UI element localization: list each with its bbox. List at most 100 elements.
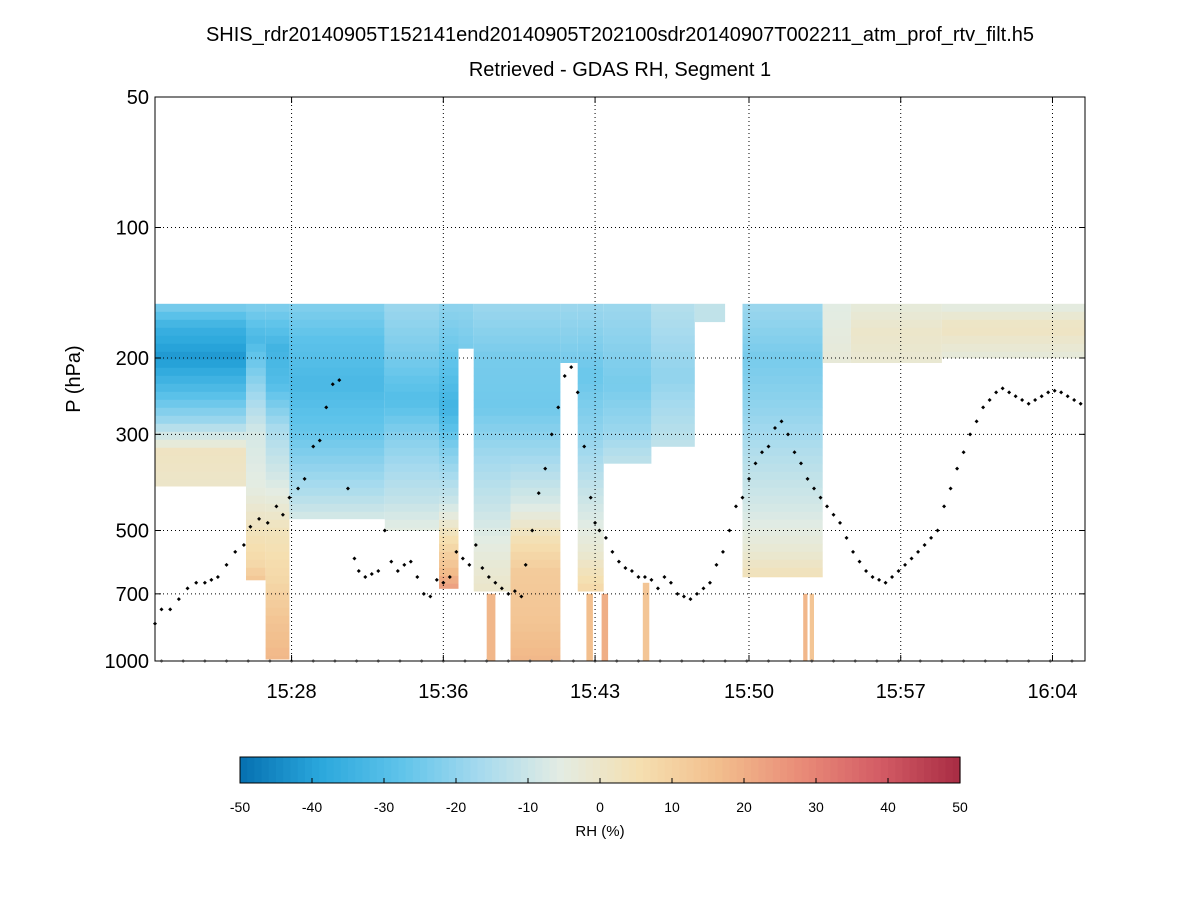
marker-point <box>799 461 804 466</box>
heatmap-cell <box>560 351 578 361</box>
heatmap-spike <box>601 593 609 661</box>
heatmap-cell <box>510 631 561 641</box>
marker-point <box>890 574 895 579</box>
heatmap-cell <box>651 343 695 353</box>
heatmap-cell <box>560 343 578 353</box>
marker-point <box>176 597 181 602</box>
heatmap-cell <box>265 551 290 561</box>
heatmap-cell <box>246 407 266 417</box>
heatmap-cell <box>651 399 695 409</box>
heatmap-cell <box>694 303 726 313</box>
marker-point <box>493 580 498 585</box>
heatmap-cell <box>850 343 942 353</box>
marker-point <box>896 569 901 574</box>
marker-point <box>428 594 433 599</box>
colorbar-swatch <box>780 757 788 783</box>
heatmap-cell <box>439 535 459 545</box>
colorbar-swatch <box>499 757 507 783</box>
marker-point <box>720 549 725 554</box>
marker-point <box>593 520 598 525</box>
heatmap-cell <box>651 375 695 385</box>
colorbar-swatch <box>528 757 536 783</box>
marker-point <box>1059 390 1064 395</box>
colorbar-swatch <box>398 757 407 783</box>
heatmap-cell <box>651 439 695 447</box>
marker-point <box>753 461 758 466</box>
heatmap-cell <box>384 439 439 449</box>
colorbar-swatch <box>376 757 385 783</box>
heatmap-cell <box>742 503 823 513</box>
heatmap-spike <box>803 593 808 661</box>
heatmap-cell <box>384 503 439 513</box>
heatmap-cell <box>510 511 561 521</box>
colorbar-swatch <box>945 757 954 783</box>
heatmap-cell <box>473 311 511 321</box>
heatmap-cell <box>510 423 561 433</box>
heatmap-cell <box>510 375 561 385</box>
marker-point <box>838 520 843 525</box>
heatmap-cell <box>439 463 459 473</box>
heatmap-cell <box>473 575 511 585</box>
heatmap-cell <box>246 415 266 425</box>
heatmap-cell <box>577 319 604 329</box>
heatmap-cell <box>384 519 439 529</box>
heatmap-cell <box>577 551 604 561</box>
marker-point <box>662 574 667 579</box>
y-tick-label: 300 <box>116 424 149 446</box>
heatmap-cell <box>742 511 823 521</box>
colorbar-swatch <box>607 757 615 783</box>
heatmap-cell <box>822 343 851 353</box>
heatmap-cell <box>577 391 604 401</box>
heatmap-cell <box>473 319 511 329</box>
heatmap-cell <box>246 567 266 577</box>
heatmap-cell <box>289 495 385 505</box>
heatmap-cell <box>384 431 439 441</box>
heatmap-cell <box>742 559 823 569</box>
heatmap-cell <box>473 359 511 369</box>
heatmap-cell <box>265 615 290 625</box>
heatmap-cell <box>265 647 290 657</box>
marker-point <box>740 495 745 500</box>
heatmap-cell <box>577 511 604 521</box>
heatmap-cell <box>742 535 823 545</box>
heatmap-cell <box>246 471 266 481</box>
heatmap-cell <box>473 351 511 361</box>
colorbar-swatch <box>808 757 817 783</box>
marker-point <box>805 476 810 481</box>
marker-point <box>864 569 869 574</box>
marker-point <box>265 520 270 525</box>
heatmap-cell <box>742 399 823 409</box>
heatmap-cell <box>577 303 604 313</box>
heatmap-cell <box>289 439 385 449</box>
heatmap-cell <box>651 407 695 417</box>
heatmap-cell <box>742 367 823 377</box>
colorbar-swatch <box>261 757 270 783</box>
heatmap-cell <box>265 575 290 585</box>
marker-point <box>727 528 732 533</box>
marker-point <box>402 562 407 567</box>
heatmap-cell <box>577 583 604 592</box>
marker-point <box>582 444 587 449</box>
heatmap-cell <box>651 327 695 337</box>
marker-point <box>1013 394 1018 399</box>
heatmap-cell <box>560 335 578 345</box>
heatmap-cell <box>265 359 290 369</box>
heatmap-cell <box>473 399 511 409</box>
marker-point <box>202 580 207 585</box>
heatmap-cell <box>155 375 246 385</box>
colorbar-swatch <box>679 757 687 783</box>
heatmap-spike <box>486 593 496 661</box>
heatmap-cell <box>265 335 290 345</box>
colorbar-tick-label: 30 <box>808 799 824 815</box>
heatmap-cell <box>289 431 385 441</box>
heatmap-cell <box>246 319 266 329</box>
heatmap-cell <box>577 463 604 473</box>
heatmap-cell <box>439 423 459 433</box>
heatmap-cell <box>246 367 266 377</box>
heatmap-cell <box>439 575 459 585</box>
heatmap-cell <box>510 407 561 417</box>
y-tick-label: 500 <box>116 521 149 543</box>
heatmap-cell <box>603 319 652 329</box>
marker-point <box>818 495 823 500</box>
heatmap-cell <box>510 367 561 377</box>
